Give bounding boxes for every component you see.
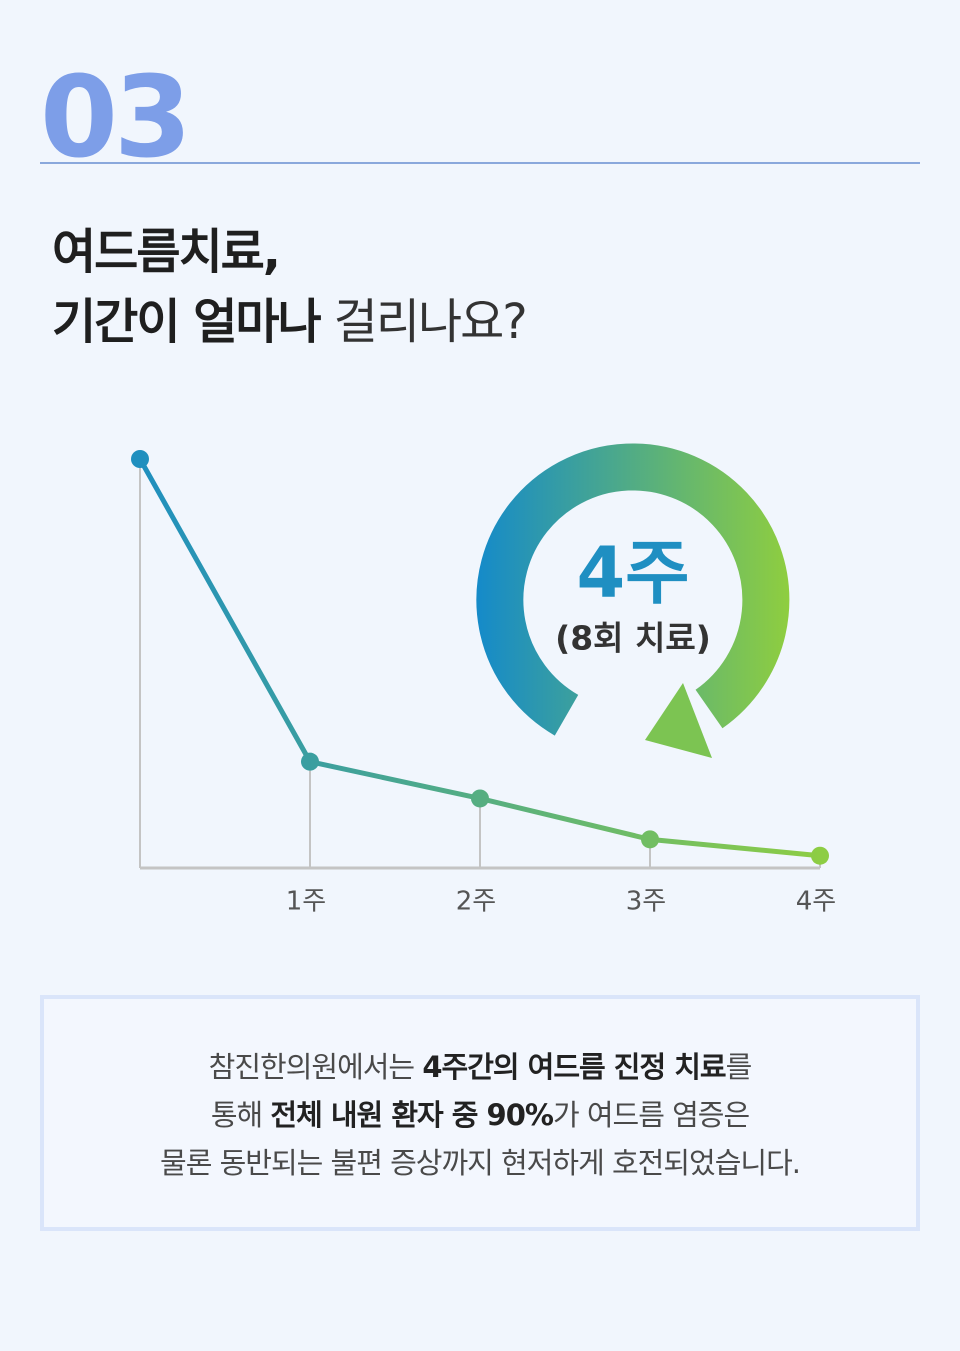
note-text-run: 물론 동반되는 불편 증상까지 현저하게 호전되었습니다. xyxy=(160,1146,801,1180)
title-bold: 기간이 얼마나 xyxy=(52,294,322,350)
title-line: 기간이 얼마나 걸리나요? xyxy=(52,282,528,352)
data-point xyxy=(641,830,659,849)
cycle-arrowhead xyxy=(645,683,712,758)
x-tick-label: 4주 xyxy=(796,887,836,917)
divider xyxy=(40,162,920,164)
title-light: 걸리나요? xyxy=(333,294,528,350)
data-point xyxy=(811,846,829,865)
badge-title: 4주 xyxy=(576,532,689,614)
chart: 4주 (8회 치료) 1주 2주 3주 4주 xyxy=(131,443,836,917)
note-text-run: 참진한의원에서는 xyxy=(208,1050,423,1084)
x-tick-label: 3주 xyxy=(626,887,666,917)
note-text-run: 를 xyxy=(725,1050,753,1084)
title-line: 여드름치료, xyxy=(52,224,281,280)
x-tick-label: 1주 xyxy=(286,887,326,917)
data-point xyxy=(471,789,489,808)
note-text: 참진한의원에서는 4주간의 여드름 진정 치료를 통해 전체 내원 환자 중 9… xyxy=(44,1043,916,1187)
data-point xyxy=(301,752,319,771)
section-number: 03 xyxy=(40,53,192,183)
cycle-ring xyxy=(476,443,790,736)
note-box: 참진한의원에서는 4주간의 여드름 진정 치료를 통해 전체 내원 환자 중 9… xyxy=(40,995,920,1231)
note-bold: 4주간의 여드름 진정 치료 xyxy=(422,1050,726,1084)
badge-subtitle: (8회 치료) xyxy=(555,619,711,658)
data-point xyxy=(131,450,149,468)
note-text-run: 가 여드름 염증은 xyxy=(552,1098,750,1132)
note-text-run: 통해 xyxy=(210,1098,271,1132)
x-tick-label: 2주 xyxy=(456,887,496,917)
note-bold: 전체 내원 환자 중 90% xyxy=(270,1098,554,1132)
